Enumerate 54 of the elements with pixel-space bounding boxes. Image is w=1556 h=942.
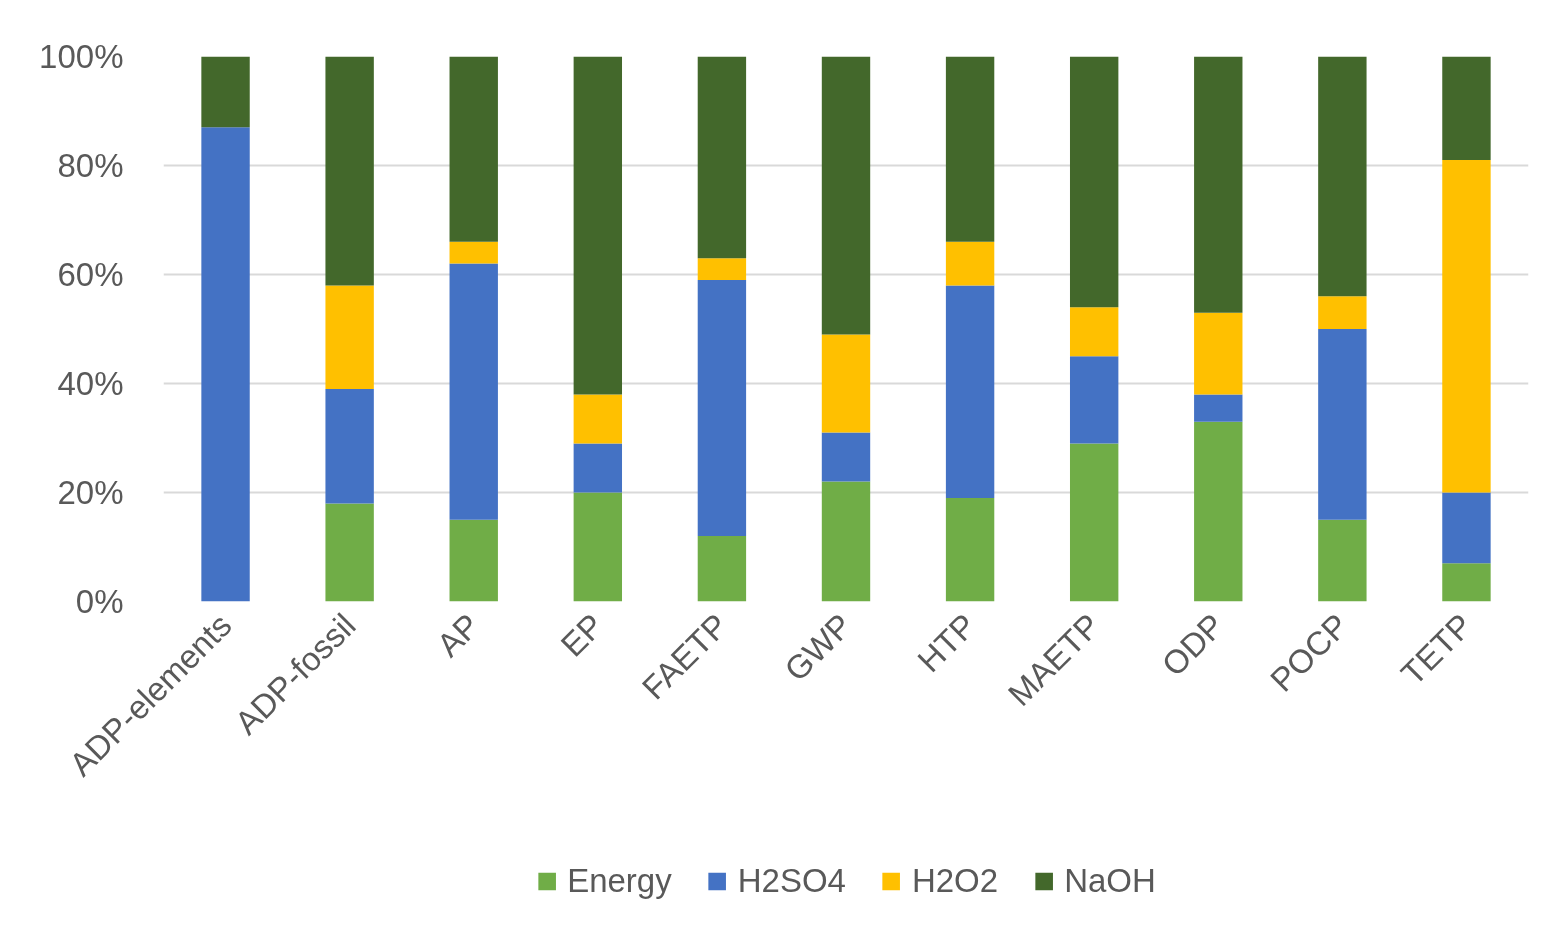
bar xyxy=(1069,356,1119,444)
bar xyxy=(1069,443,1119,602)
y-tick-label: 60% xyxy=(57,256,124,293)
bar xyxy=(1194,56,1243,313)
bar xyxy=(697,56,747,259)
y-tick-label: 100% xyxy=(39,38,124,75)
bar xyxy=(945,241,995,286)
bar xyxy=(1318,56,1367,297)
bar xyxy=(1194,421,1243,602)
bar xyxy=(573,492,623,602)
bar xyxy=(945,497,995,602)
bar xyxy=(1318,329,1367,520)
bar xyxy=(1194,312,1243,395)
x-tick-label: AP xyxy=(429,606,487,664)
bar xyxy=(325,503,374,602)
bar xyxy=(573,56,623,395)
bar xyxy=(449,56,498,242)
bar xyxy=(1442,492,1491,564)
legend-label: NaOH xyxy=(1064,862,1156,900)
bar xyxy=(1442,160,1491,493)
y-tick-label: 40% xyxy=(57,365,124,402)
bar xyxy=(325,285,374,389)
bar xyxy=(1318,519,1367,602)
bar xyxy=(697,279,747,537)
bar xyxy=(697,258,747,280)
y-tick-label: 20% xyxy=(57,474,124,511)
bar xyxy=(821,481,871,602)
bar xyxy=(697,536,747,602)
bar xyxy=(573,394,623,444)
bar xyxy=(449,263,498,520)
y-tick-label: 0% xyxy=(75,583,124,620)
bar xyxy=(1069,56,1119,308)
bar xyxy=(821,334,871,433)
bar xyxy=(201,56,250,128)
legend-label: Energy xyxy=(567,862,672,900)
bar xyxy=(821,56,871,335)
bar xyxy=(449,519,498,602)
bar xyxy=(1069,307,1119,357)
bar xyxy=(1442,563,1491,602)
bar xyxy=(573,443,623,493)
y-tick-label: 80% xyxy=(57,147,124,184)
x-tick-label: EP xyxy=(553,606,611,664)
bar xyxy=(945,56,995,242)
bar xyxy=(325,56,374,286)
bar xyxy=(325,388,374,504)
bar xyxy=(821,432,871,482)
bar xyxy=(449,241,498,264)
bar xyxy=(1318,296,1367,329)
bar xyxy=(1442,56,1491,161)
bar xyxy=(201,127,250,602)
legend-label: H2O2 xyxy=(911,862,999,900)
bar xyxy=(945,285,995,498)
bar xyxy=(1194,394,1243,422)
legend-label: H2SO4 xyxy=(737,862,846,900)
